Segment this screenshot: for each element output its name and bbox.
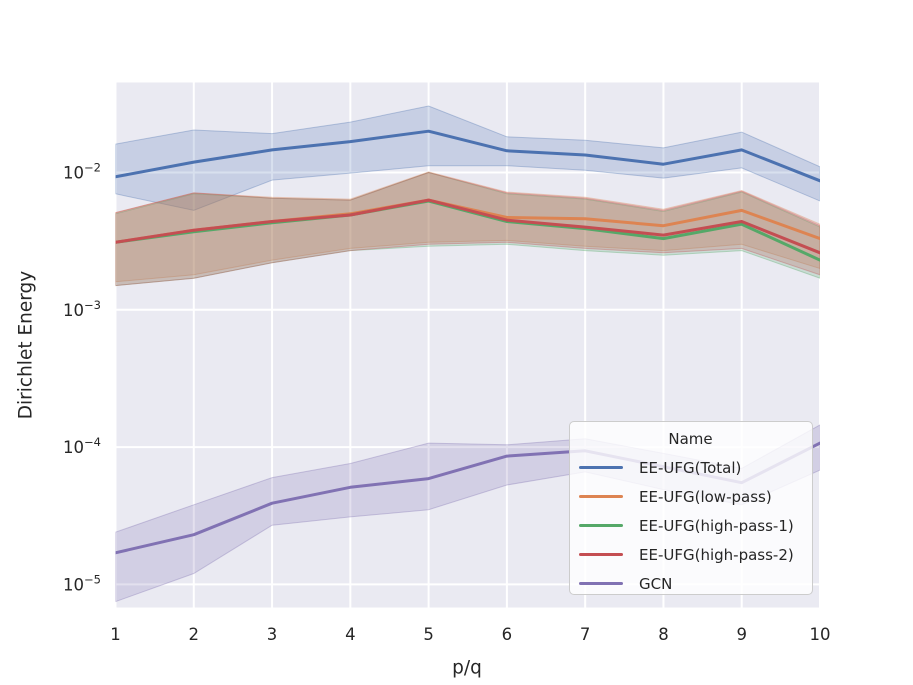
y-tick-labels: 10−2 10−3 10−4 10−5	[63, 161, 101, 595]
x-tick-label-3: 3	[267, 625, 278, 644]
legend-label: EE-UFG(high-pass-1)	[639, 516, 794, 535]
x-tick-label-10: 10	[810, 625, 831, 644]
legend-label: EE-UFG(low-pass)	[639, 487, 772, 506]
legend-item-gcn: GCN	[579, 569, 802, 598]
legend-label: EE-UFG(Total)	[639, 458, 742, 477]
legend: Name EE-UFG(Total) EE-UFG(low-pass) EE-U…	[569, 421, 813, 595]
y-tick-label-1e-4: 10−4	[63, 435, 101, 457]
legend-item-ee-ufg-total: EE-UFG(Total)	[579, 453, 802, 482]
x-tick-label-1: 1	[110, 625, 121, 644]
legend-item-ee-ufg-high-pass-2: EE-UFG(high-pass-2)	[579, 540, 802, 569]
x-tick-labels: 1 2 3 4 5 6 7 8 9 10	[110, 625, 830, 644]
x-tick-label-7: 7	[580, 625, 591, 644]
x-tick-label-8: 8	[658, 625, 669, 644]
line-ee-ufg-high-pass-2	[115, 198, 820, 255]
x-tick-label-2: 2	[189, 625, 200, 644]
y-tick-label-1e-2: 10−2	[63, 161, 101, 183]
legend-item-ee-ufg-high-pass-1: EE-UFG(high-pass-1)	[579, 511, 802, 540]
band-ee-ufg-total	[115, 105, 820, 211]
legend-swatch-ee-ufg-high-pass-1	[579, 523, 623, 528]
legend-swatch-ee-ufg-low-pass	[579, 494, 623, 499]
legend-swatch-ee-ufg-high-pass-2	[579, 552, 623, 557]
gridlines	[114, 82, 821, 608]
band-ee-ufg-high-pass-2	[115, 171, 820, 287]
line-ee-ufg-total	[115, 129, 820, 183]
y-tick-label-1e-3: 10−3	[63, 298, 101, 320]
band-ee-ufg-high-pass-1	[115, 171, 820, 287]
x-tick-label-9: 9	[736, 625, 747, 644]
y-axis-label: Dirichlet Energy	[15, 270, 37, 420]
legend-title: Name	[668, 430, 713, 448]
x-tick-label-4: 4	[345, 625, 356, 644]
legend-item-ee-ufg-low-pass: EE-UFG(low-pass)	[579, 482, 802, 511]
x-tick-label-6: 6	[502, 625, 513, 644]
x-axis-label: p/q	[452, 657, 482, 679]
x-tick-label-5: 5	[423, 625, 434, 644]
legend-swatch-gcn	[579, 581, 623, 586]
legend-label: EE-UFG(high-pass-2)	[639, 545, 794, 564]
band-ee-ufg-low-pass	[115, 171, 820, 283]
legend-label: GCN	[639, 574, 673, 593]
y-tick-label-1e-5: 10−5	[63, 572, 101, 594]
legend-swatch-ee-ufg-total	[579, 465, 623, 470]
